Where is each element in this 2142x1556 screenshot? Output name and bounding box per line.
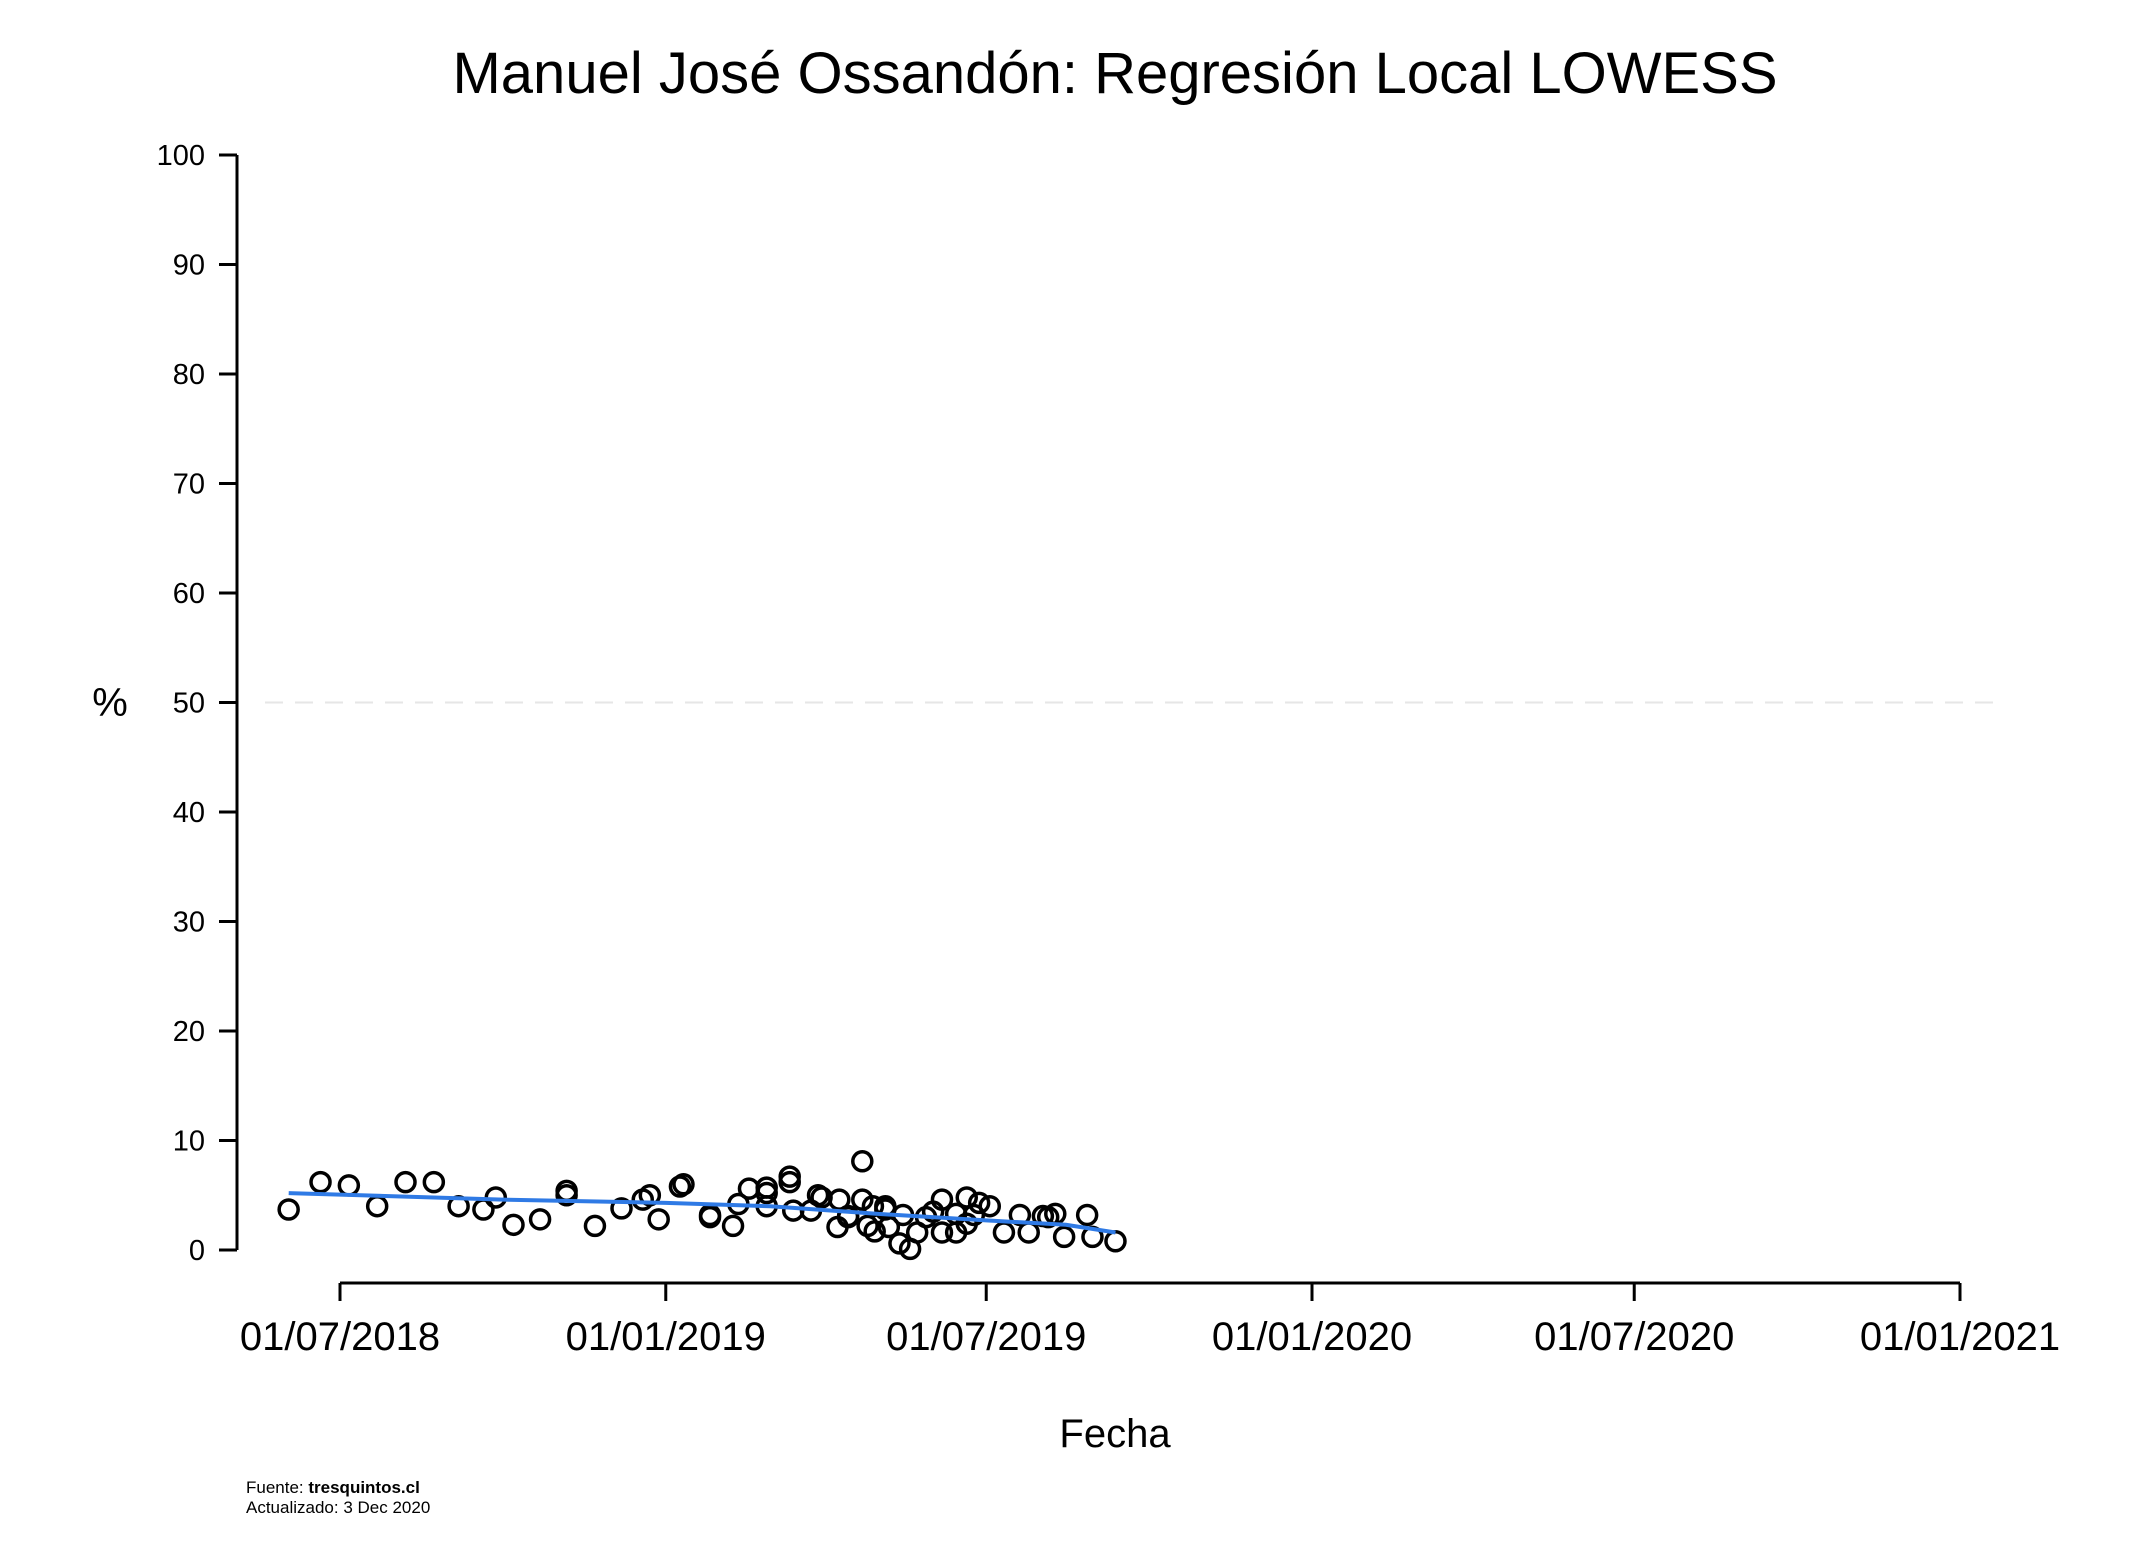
data-point [309,1170,332,1194]
data-point [992,1221,1016,1244]
data-point [277,1198,300,1221]
x-tick-label: 01/07/2019 [886,1315,1086,1359]
x-axis: 01/07/2018 01/01/2019 01/07/2019 01/01/2020… [240,1281,2060,1359]
data-point [851,1150,874,1173]
footer-source: Fuente: tresquintos.cl [246,1478,420,1498]
data-point [583,1214,607,1238]
data-point [930,1221,954,1244]
x-tick-label: 01/07/2020 [1534,1315,1734,1359]
data-point [1052,1225,1076,1249]
data-point [1008,1203,1032,1227]
data-point [698,1205,722,1229]
y-axis: 0 10 20 30 40 50 60 70 80 90 100 [157,140,239,1267]
y-tick-label: 0 [189,1235,205,1267]
data-point [721,1214,745,1238]
y-tick-label: 30 [173,907,205,939]
data-point [863,1220,886,1243]
data-point [1017,1221,1040,1244]
data-point [528,1208,552,1231]
data-point [638,1184,662,1207]
y-tick-label: 60 [173,578,205,610]
data-point [672,1173,695,1196]
data-point [502,1213,525,1237]
y-tick-label: 90 [173,250,205,282]
y-tick-label: 50 [173,688,205,720]
data-point [877,1215,901,1239]
y-tick-label: 40 [173,797,205,829]
source-name: tresquintos.cl [308,1478,420,1497]
source-prefix: Fuente: [246,1478,309,1497]
data-point [888,1232,911,1255]
data-point [930,1188,954,1211]
data-point [755,1181,778,1205]
data-point [647,1208,670,1231]
y-tick-label: 80 [173,359,205,391]
data-point [978,1194,1002,1218]
x-axis-label: Fecha [1059,1412,1171,1456]
data-point [1104,1229,1127,1253]
y-tick-label: 100 [157,140,205,172]
y-axis-label: % [92,681,128,725]
data-point [610,1197,633,1220]
footer-updated: Actualizado: 3 Dec 2020 [246,1498,431,1517]
y-tick-label: 20 [173,1016,205,1048]
data-point [778,1170,801,1194]
data-point [967,1191,991,1215]
data-point [836,1204,860,1228]
x-tick-label: 01/01/2020 [1212,1315,1412,1359]
data-point [422,1170,446,1194]
y-tick-label: 70 [173,469,205,501]
data-point [555,1184,578,1207]
data-point [394,1170,417,1194]
x-tick-label: 01/01/2019 [566,1315,766,1359]
data-point [337,1174,361,1197]
data-point [1075,1203,1099,1227]
lowess-trend-line [288,1191,1116,1235]
data-point [365,1194,389,1218]
x-tick-label: 01/07/2018 [240,1315,440,1359]
y-tick-label: 10 [173,1126,205,1158]
data-point [861,1194,885,1218]
x-tick-label: 01/01/2021 [1860,1315,2060,1359]
chart-title: Manuel José Ossandón: Regresión Local LO… [452,41,1777,106]
